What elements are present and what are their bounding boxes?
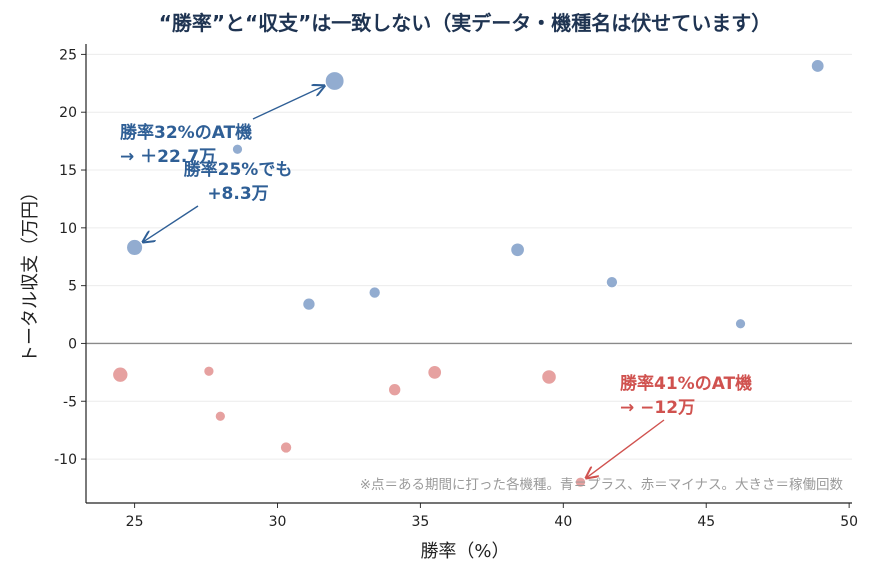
point-plus bbox=[605, 275, 619, 289]
data-points bbox=[111, 58, 825, 489]
chart-note: ※点＝ある期間に打った各機種。青＝プラス、赤＝マイナス。大きさ＝稼働回数 bbox=[360, 476, 844, 493]
x-tick-label: 30 bbox=[269, 514, 287, 530]
point-plus bbox=[125, 238, 144, 257]
y-tick-label: 25 bbox=[59, 47, 77, 63]
point-minus bbox=[574, 476, 587, 489]
annotation-text: 勝率32%のAT機 bbox=[120, 122, 252, 143]
annotation-arrow bbox=[252, 86, 324, 120]
x-axis-label: 勝率（%） bbox=[420, 541, 509, 562]
x-tick-label: 45 bbox=[697, 514, 715, 530]
chart-title: “勝率”と“収支”は一致しない（実データ・機種名は伏せています） bbox=[159, 11, 772, 35]
gridlines bbox=[86, 53, 852, 460]
annotation-text: → ＋22.7万 bbox=[120, 147, 216, 167]
annotation-text: +8.3万 bbox=[207, 184, 268, 204]
annotation-arrow bbox=[586, 419, 665, 478]
y-tick-label: -10 bbox=[54, 452, 77, 468]
x-tick-label: 50 bbox=[840, 514, 858, 530]
y-tick-label: 0 bbox=[68, 336, 77, 352]
y-tick-label: 15 bbox=[59, 163, 77, 179]
annotation-text: → −12万 bbox=[620, 398, 695, 418]
point-minus bbox=[387, 382, 402, 397]
x-tick-label: 40 bbox=[554, 514, 572, 530]
annotation-text: 勝率41%のAT機 bbox=[620, 373, 752, 394]
point-minus bbox=[541, 368, 558, 385]
point-plus bbox=[302, 297, 316, 312]
point-plus bbox=[324, 70, 345, 92]
point-plus bbox=[810, 58, 825, 74]
x-tick-label: 35 bbox=[411, 514, 429, 530]
y-tick-label: 10 bbox=[59, 221, 77, 237]
point-minus bbox=[279, 441, 293, 454]
point-plus bbox=[510, 242, 526, 258]
axes: -10 -5 0 5 10 15 20 25 25 30 35 40 45 50 bbox=[54, 44, 858, 530]
x-tick-label: 25 bbox=[126, 514, 144, 530]
y-tick-label: 5 bbox=[68, 279, 77, 295]
point-plus bbox=[368, 286, 382, 299]
annotation-arrow bbox=[143, 205, 199, 242]
point-minus bbox=[214, 410, 227, 423]
y-tick-label: -5 bbox=[63, 394, 77, 410]
y-tick-label: 20 bbox=[59, 105, 77, 121]
point-plus bbox=[231, 143, 244, 156]
annotation-text: 勝率25%でも bbox=[184, 159, 293, 180]
point-plus bbox=[734, 317, 747, 330]
point-minus bbox=[427, 364, 443, 380]
point-minus bbox=[203, 365, 215, 378]
y-axis-label: トータル収支（万円） bbox=[20, 183, 41, 363]
point-minus bbox=[111, 366, 129, 384]
